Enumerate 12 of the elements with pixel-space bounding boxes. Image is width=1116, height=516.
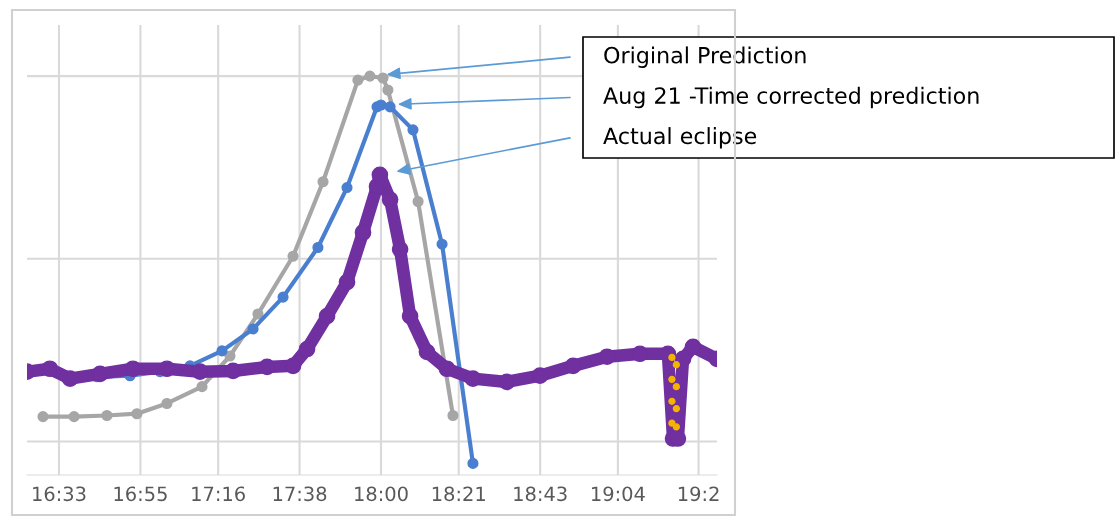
x-tick-label: 17:38: [273, 486, 327, 502]
annotation: Aug 21 -Time corrected prediction: [603, 86, 979, 109]
x-tick-label: 16:33: [33, 486, 86, 502]
x-tick-label: 19:04: [592, 486, 645, 502]
annotation: Actual eclipse: [603, 127, 757, 149]
x-tick-label: 18:21: [432, 486, 485, 502]
x-tick-label: 18:43: [514, 486, 567, 502]
x-tick-label: 16:55: [114, 486, 167, 502]
text: Original Prediction: [604, 46, 806, 68]
x-tick-label: 19:2: [678, 486, 719, 502]
x-tick-label: 17:16: [192, 486, 245, 502]
x-tick-label: 18:00: [355, 486, 408, 502]
